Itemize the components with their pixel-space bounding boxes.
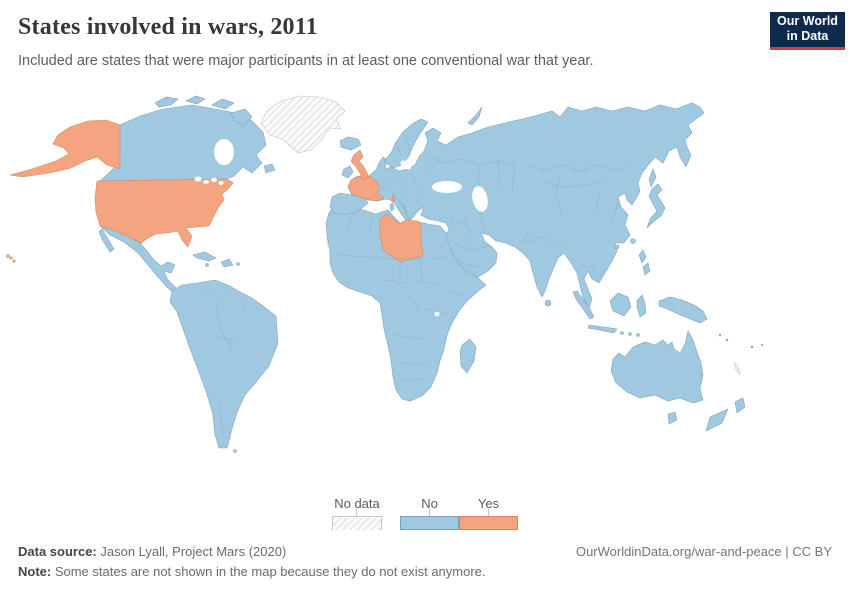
country-borders (204, 134, 631, 436)
canada-arctic-island[interactable] (185, 95, 206, 105)
region-south-america[interactable] (169, 279, 279, 449)
data-source-text: Jason Lyall, Project Mars (2020) (96, 544, 287, 559)
country-united-states-alaska[interactable] (9, 119, 121, 178)
legend-tick (356, 509, 357, 516)
great-lake (218, 181, 224, 185)
page-subtitle: Included are states that were major part… (18, 53, 594, 69)
legend-label-no: No (421, 496, 438, 511)
country-jamaica[interactable] (205, 263, 209, 267)
data-source-line: Data source: Jason Lyall, Project Mars (… (18, 544, 286, 559)
country-australia[interactable] (610, 330, 704, 404)
great-lake (203, 180, 209, 184)
country-united-states-hawaii[interactable] (12, 259, 16, 263)
region-new-caledonia[interactable] (733, 361, 741, 376)
country-united-states-hawaii[interactable] (6, 254, 10, 258)
falkland-islands[interactable] (233, 449, 237, 453)
country-puerto-rico[interactable] (236, 262, 240, 266)
country-iceland[interactable] (339, 136, 362, 151)
legend-label-yes: Yes (477, 496, 500, 511)
note-line: Note: Some states are not shown in the m… (18, 564, 486, 579)
legend-label-no-data: No data (334, 496, 380, 511)
owid-logo-line2: in Data (786, 29, 829, 43)
country-united-states-hawaii[interactable] (9, 256, 13, 260)
country-new-guinea[interactable] (658, 296, 708, 324)
world-map (6, 95, 764, 453)
country-sri-lanka[interactable] (544, 299, 552, 307)
sardinia[interactable] (389, 202, 395, 212)
pacific-island[interactable] (718, 333, 722, 337)
country-madagascar[interactable] (459, 338, 477, 374)
legend-tick (488, 509, 489, 516)
legend-tick (429, 509, 430, 516)
canada-arctic-island[interactable] (154, 96, 179, 108)
region-eurasia[interactable] (347, 102, 705, 309)
country-united-states[interactable] (94, 178, 234, 248)
indonesia-borneo[interactable] (609, 292, 632, 317)
indonesia-sumatra[interactable] (572, 290, 595, 320)
mexico-baja[interactable] (98, 228, 115, 253)
country-japan[interactable] (646, 183, 666, 229)
legend-swatch-no-data[interactable] (332, 516, 382, 530)
note-label: Note: (18, 564, 52, 579)
country-libya[interactable] (379, 213, 424, 263)
great-lake (194, 176, 202, 182)
legend-swatch-yes[interactable] (459, 516, 518, 530)
hudson-bay (214, 139, 234, 165)
country-philippines[interactable] (638, 249, 647, 264)
country-ireland[interactable] (341, 165, 354, 179)
indonesia-sulawesi[interactable] (636, 294, 647, 318)
owid-url-link[interactable]: OurWorldinData.org/war-and-peace | CC BY (575, 544, 832, 559)
black-sea (432, 181, 462, 193)
country-taiwan[interactable] (630, 238, 636, 244)
lesser-sunda-island[interactable] (628, 332, 632, 336)
indonesia-java[interactable] (587, 324, 618, 334)
country-cuba[interactable] (192, 251, 217, 262)
page-title: States involved in wars, 2011 (18, 14, 318, 40)
lake-victoria (434, 311, 440, 317)
baltic-sea (400, 160, 412, 170)
lesser-sunda-island[interactable] (636, 333, 640, 337)
canada-arctic-island[interactable] (211, 98, 235, 110)
note-text: Some states are not shown in the map bec… (51, 564, 486, 579)
owid-logo-line1: Our World (777, 14, 838, 28)
lesser-sunda-island[interactable] (620, 331, 624, 335)
canada-newfoundland[interactable] (263, 163, 276, 174)
great-lake (211, 178, 217, 182)
pacific-island[interactable] (760, 343, 764, 347)
country-hispaniola[interactable] (220, 258, 234, 268)
owid-logo[interactable]: Our World in Data (770, 12, 845, 50)
legend-swatch-no[interactable] (400, 516, 459, 530)
country-philippines[interactable] (642, 262, 651, 276)
novaya-zemlya[interactable] (467, 106, 483, 126)
region-greenland[interactable] (260, 95, 346, 154)
country-france[interactable] (347, 175, 385, 202)
data-source-label: Data source: (18, 544, 97, 559)
pacific-island[interactable] (750, 345, 754, 349)
canada-baffin-island[interactable] (230, 108, 253, 126)
caspian-sea (472, 186, 488, 212)
new-zealand-north-island[interactable] (734, 397, 746, 414)
pacific-island[interactable] (725, 338, 729, 342)
hainan[interactable] (614, 244, 620, 250)
australia-tasmania[interactable] (667, 411, 678, 425)
sakhalin[interactable] (648, 168, 657, 188)
country-france-corsica[interactable] (391, 193, 396, 203)
new-zealand-south-island[interactable] (705, 408, 729, 432)
region-iberia[interactable] (329, 192, 369, 216)
region-africa[interactable] (325, 207, 487, 402)
